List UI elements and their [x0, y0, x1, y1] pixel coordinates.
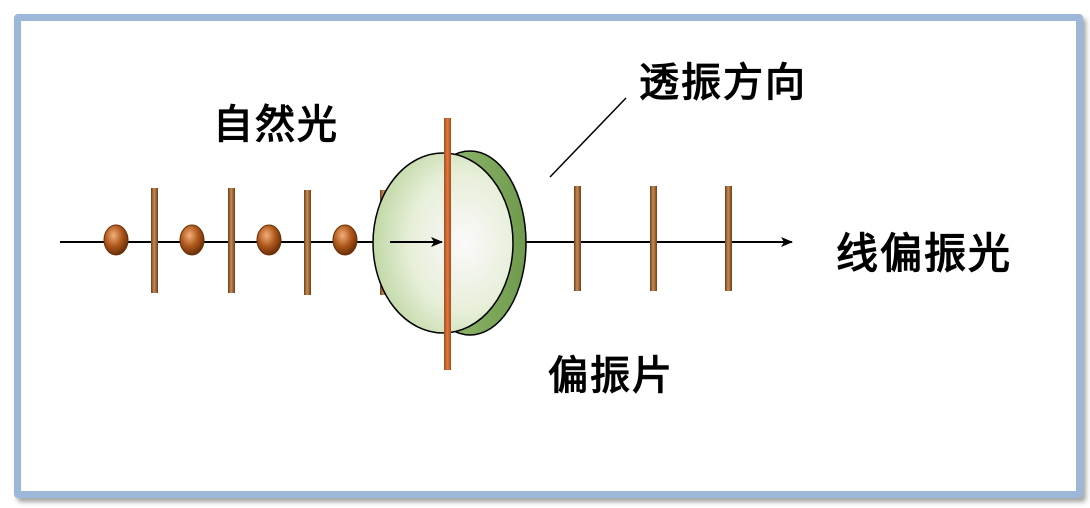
polarized-vibration-bar — [574, 186, 581, 291]
natural-light-label: 自然光 — [213, 101, 339, 148]
vibration-dot — [332, 224, 358, 256]
polarizer-face — [372, 152, 514, 334]
diagram-frame — [14, 14, 1083, 498]
linear-polarized-light-label: 线偏振光 — [836, 229, 1013, 278]
vibration-dot — [103, 224, 129, 256]
vibration-bar — [228, 188, 235, 293]
polarized-vibration-bar — [650, 186, 657, 291]
vibration-bar — [304, 190, 311, 295]
vibration-dot — [256, 224, 282, 256]
transmission-label-leader — [549, 97, 627, 178]
transmission-direction-label: 透振方向 — [639, 59, 807, 106]
polarizer-label: 偏振片 — [548, 352, 674, 399]
transmission-axis-rod — [444, 118, 451, 370]
vibration-bar — [151, 188, 158, 293]
vibration-dot — [179, 224, 205, 256]
polarized-vibration-bar — [725, 186, 732, 291]
